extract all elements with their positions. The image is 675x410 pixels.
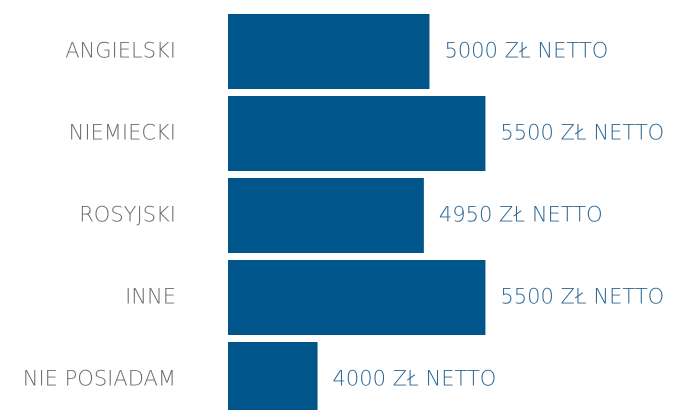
bar: [228, 178, 424, 253]
category-label: ROSYJSKI: [79, 203, 176, 227]
category-label: NIEMIECKI: [69, 121, 176, 145]
bar: [228, 342, 318, 410]
value-label: 4000 ZŁ NETTO: [333, 367, 497, 391]
bar: [228, 260, 486, 335]
value-label: 5000 ZŁ NETTO: [444, 39, 608, 63]
value-label: 4950 ZŁ NETTO: [439, 203, 603, 227]
category-label: INNE: [125, 285, 176, 309]
bar: [228, 96, 486, 171]
value-label: 5500 ZŁ NETTO: [500, 285, 664, 309]
category-label: NIE POSIADAM: [23, 367, 176, 391]
value-label: 5500 ZŁ NETTO: [500, 121, 664, 145]
category-label: ANGIELSKI: [65, 39, 176, 63]
bar: [228, 14, 430, 89]
